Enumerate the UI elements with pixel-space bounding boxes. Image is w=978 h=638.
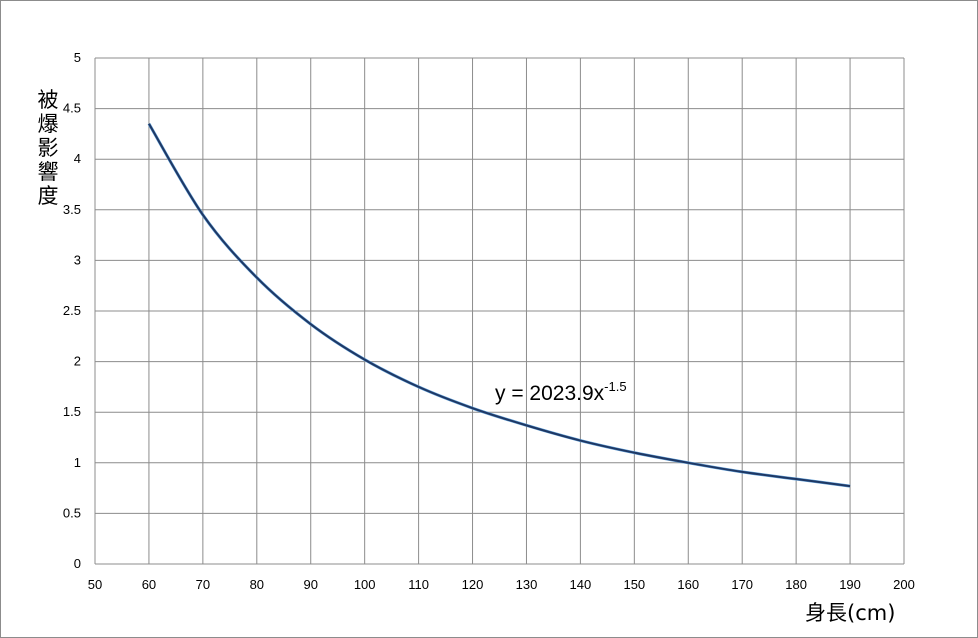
y-axis-label-char: 被 [38,88,59,112]
y-tick-label: 2.5 [63,303,81,318]
x-tick-label: 110 [408,577,429,592]
trendline-equation: y = 2023.9x-1.5 [495,379,627,405]
equation-base: y = 2023.9x [495,382,605,405]
x-tick-label: 80 [250,577,264,592]
equation-exponent: -1.5 [604,379,626,394]
y-tick-label: 4 [74,151,81,166]
x-tick-label: 140 [570,577,592,592]
x-tick-label: 50 [88,577,102,592]
grid [94,57,905,565]
y-tick-label: 0 [74,556,81,571]
y-tick-label: 3 [74,252,81,267]
x-tick-label: 130 [516,577,538,592]
x-tick-label: 90 [303,577,317,592]
series-line [148,123,851,488]
x-tick-label: 60 [142,577,156,592]
y-tick-label: 1 [74,455,81,470]
y-axis-label-char: 響 [38,160,59,184]
x-tick-label: 200 [893,577,915,592]
x-tick-label: 160 [677,577,699,592]
x-tick-label: 170 [731,577,753,592]
y-axis-label-char: 影 [38,136,59,160]
y-tick-label: 0.5 [63,505,81,520]
y-tick-label: 2 [74,354,81,369]
x-tick-label: 70 [196,577,210,592]
x-axis-ticks: 50 60 70 80 90 100 110 120 130 140 150 160 170 180 190… [88,577,915,592]
x-tick-label: 120 [462,577,484,592]
y-axis-label-char: 度 [38,184,59,208]
y-axis-ticks: 0 0.5 1 1.5 2 2.5 3 3.5 4 4.5 5 [63,50,81,571]
y-axis-label-char: 爆 [38,112,59,136]
y-tick-label: 3.5 [63,202,81,217]
series-line-highlight [147,123,851,488]
x-tick-label: 180 [785,577,807,592]
x-axis-label: 身長(cm) [805,601,895,625]
y-tick-label: 4.5 [63,101,81,116]
y-tick-label: 5 [74,50,81,65]
x-tick-label: 190 [839,577,861,592]
series-layer [147,123,851,488]
x-tick-label: 100 [354,577,376,592]
x-tick-label: 150 [623,577,645,592]
y-tick-label: 1.5 [63,404,81,419]
